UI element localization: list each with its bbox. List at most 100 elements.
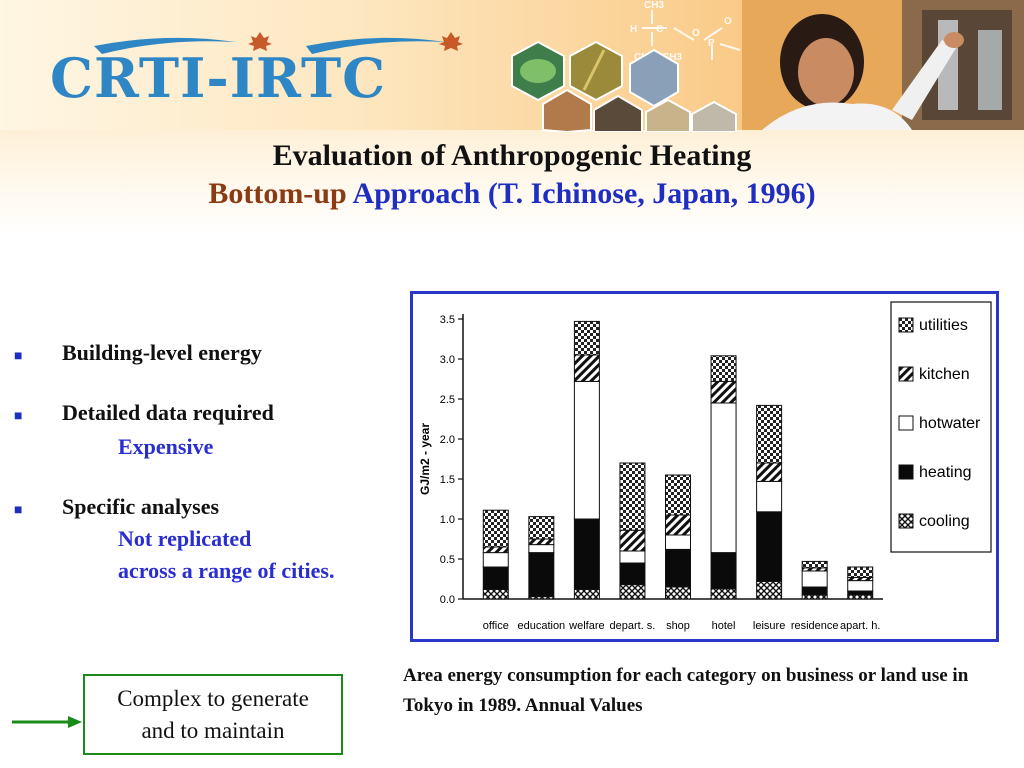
bullet-subitem: Not replicated bbox=[118, 526, 252, 551]
bar-segment-utilities bbox=[756, 404, 783, 464]
bar-segment-heating bbox=[665, 548, 691, 588]
bar-segment-kitchen bbox=[528, 538, 555, 546]
chem-label: CH3 bbox=[644, 0, 664, 11]
bar-segment-hotwater bbox=[619, 550, 646, 564]
bar-segment-utilities bbox=[665, 474, 691, 516]
x-tick-label: residence bbox=[791, 620, 839, 632]
bar-segment-heating bbox=[528, 552, 555, 598]
bar-segment-utilities bbox=[801, 560, 828, 569]
y-tick-label: 1.0 bbox=[440, 514, 455, 526]
bar-segment-hotwater bbox=[756, 480, 783, 513]
chem-label: O bbox=[724, 16, 732, 27]
y-axis-label: GJ/m2 - year bbox=[418, 423, 432, 495]
legend-label: cooling bbox=[919, 513, 970, 530]
x-tick-label: hotel bbox=[712, 620, 736, 632]
callout-box: Complex to generate and to maintain bbox=[83, 674, 343, 755]
bar-segment-cooling bbox=[482, 588, 509, 600]
title-line-1: Evaluation of Anthropogenic Heating bbox=[272, 139, 752, 172]
bullet-label: Building-level energy bbox=[62, 340, 262, 365]
legend-label: hotwater bbox=[919, 415, 981, 432]
legend-label: heating bbox=[919, 464, 972, 481]
bullet-list: ■ Building-level energy ■ Detailed data … bbox=[14, 340, 414, 584]
chem-label: H bbox=[630, 24, 637, 35]
y-tick-label: 3.0 bbox=[440, 354, 455, 366]
callout-line-2: and to maintain bbox=[141, 718, 285, 743]
legend-label: utilities bbox=[919, 317, 968, 334]
title-approach: Approach (T. Ichinose, Japan, 1996) bbox=[352, 177, 816, 210]
bar-segment-kitchen bbox=[482, 546, 509, 554]
bullet-label: Specific analyses bbox=[62, 494, 220, 519]
slide-title: Evaluation of Anthropogenic Heating Bott… bbox=[0, 137, 1024, 213]
square-bullet-icon: ■ bbox=[14, 349, 23, 364]
bar-segment-cooling bbox=[619, 584, 646, 600]
bar-segment-cooling bbox=[801, 594, 828, 600]
bar-segment-heating bbox=[573, 518, 600, 590]
bar-segment-cooling bbox=[573, 588, 600, 600]
bar-segment-hotwater bbox=[710, 402, 737, 554]
x-tick-label: welfare bbox=[568, 620, 604, 632]
bar-segment-hotwater bbox=[801, 570, 828, 588]
legend-swatch-hotwater bbox=[898, 415, 914, 431]
chem-label: CH3 bbox=[662, 52, 682, 63]
bar-segment-utilities bbox=[847, 566, 874, 578]
bar-segment-hotwater bbox=[665, 534, 691, 550]
chart-legend: utilities kitchen hotwater heating cooling bbox=[890, 301, 992, 553]
logo-swooshes bbox=[94, 32, 463, 54]
square-bullet-icon: ■ bbox=[14, 409, 23, 424]
bullet-subitem: across a range of cities. bbox=[118, 558, 335, 583]
bar-segment-cooling bbox=[847, 594, 874, 600]
square-bullet-icon: ■ bbox=[14, 503, 23, 518]
bar-segment-cooling bbox=[665, 586, 691, 600]
bar-segment-utilities bbox=[573, 320, 600, 356]
bar-segment-kitchen bbox=[665, 514, 691, 536]
x-tick-label: office bbox=[483, 620, 509, 632]
legend-swatch-kitchen bbox=[898, 366, 914, 382]
legend-label: kitchen bbox=[919, 366, 970, 383]
bar-segment-utilities bbox=[528, 516, 555, 540]
arrow-right-icon bbox=[12, 716, 82, 728]
bar-segment-hotwater bbox=[528, 544, 555, 554]
bar-segment-cooling bbox=[756, 580, 783, 600]
y-tick-label: 3.5 bbox=[440, 314, 455, 326]
logo-text: CRTI-IRTC bbox=[50, 46, 387, 110]
callout-line-1: Complex to generate bbox=[117, 686, 309, 711]
bar-segment-heating bbox=[482, 566, 509, 590]
stacked-bar-chart: 0.0 0.5 1.0 1.5 2.0 2.5 3.0 3.5 office education… bbox=[418, 301, 992, 632]
chem-label: P bbox=[708, 38, 715, 49]
chem-label: O bbox=[692, 28, 700, 39]
bar-segment-kitchen bbox=[756, 462, 783, 482]
bar-segment-hotwater bbox=[573, 380, 600, 520]
bar-segment-kitchen bbox=[573, 354, 600, 382]
bar-segment-hotwater bbox=[847, 580, 874, 592]
x-tick-label: leisure bbox=[753, 620, 785, 632]
bar-segment-heating bbox=[710, 552, 737, 590]
bar-segment-kitchen bbox=[710, 380, 737, 404]
legend-swatch-utilities bbox=[898, 317, 914, 333]
x-tick-label: education bbox=[517, 620, 565, 632]
bullet-item: ■ Building-level energy bbox=[14, 340, 414, 366]
chart-bars: office education welfare depart. s. shop hote… bbox=[482, 320, 880, 632]
bullet-subitem: Expensive bbox=[118, 434, 214, 459]
bullet-label: Detailed data required bbox=[62, 400, 274, 425]
x-tick-label: shop bbox=[666, 620, 690, 632]
bar-segment-utilities bbox=[619, 462, 646, 531]
y-tick-label: 0.5 bbox=[440, 554, 455, 566]
title-line-2: Bottom-up Approach (T. Ichinose, Japan, … bbox=[0, 175, 1024, 213]
crti-irtc-logo: CRTI-IRTC bbox=[46, 24, 486, 110]
y-tick-label: 2.5 bbox=[440, 394, 455, 406]
scientist-photo bbox=[742, 0, 1024, 130]
bullet-item: ■ Specific analyses Not replicated acros… bbox=[14, 494, 414, 584]
chem-label: C bbox=[656, 24, 663, 35]
bar-segment-hotwater bbox=[482, 552, 509, 568]
bar-segment-heating bbox=[619, 562, 646, 586]
bar-segment-kitchen bbox=[619, 529, 646, 552]
title-bottom-up: Bottom-up bbox=[208, 177, 347, 210]
chart-caption: Area energy consumption for each categor… bbox=[403, 665, 969, 716]
x-tick-label: apart. h. bbox=[840, 620, 880, 632]
x-tick-label: depart. s. bbox=[610, 620, 656, 632]
legend-swatch-cooling bbox=[898, 513, 914, 529]
bar-segment-utilities bbox=[482, 509, 509, 548]
hexagon-photo-collage bbox=[511, 40, 737, 132]
bar-segment-heating bbox=[801, 586, 828, 596]
chart-frame: 0.0 0.5 1.0 1.5 2.0 2.5 3.0 3.5 office education… bbox=[410, 291, 999, 642]
